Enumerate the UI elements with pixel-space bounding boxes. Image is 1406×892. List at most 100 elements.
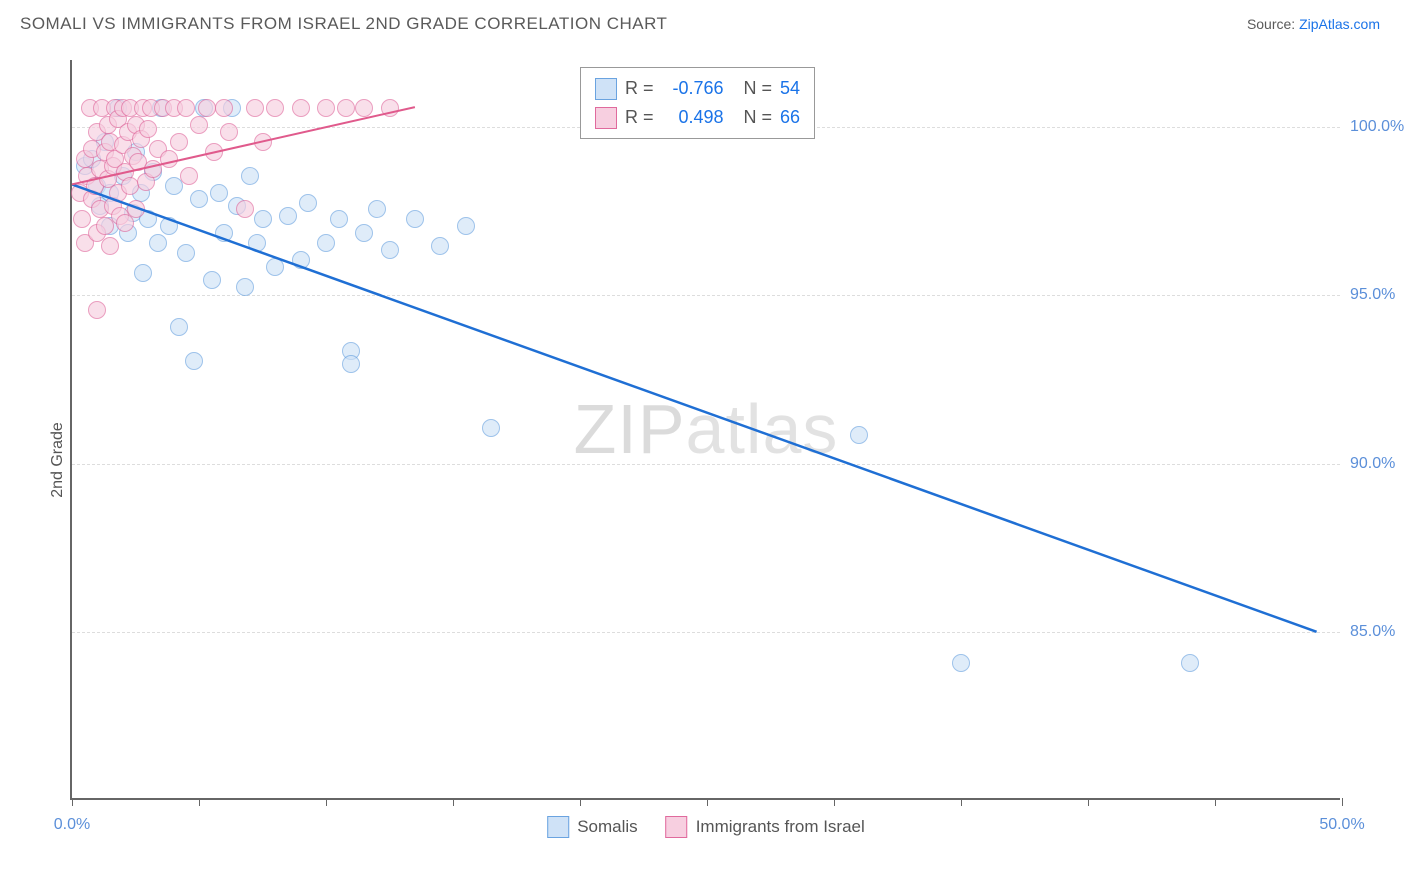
scatter-point (185, 352, 203, 370)
scatter-point (317, 234, 335, 252)
scatter-point (342, 355, 360, 373)
scatter-point (203, 271, 221, 289)
scatter-point (139, 120, 157, 138)
scatter-point (248, 234, 266, 252)
r-value: 0.498 (662, 103, 724, 132)
scatter-point (299, 194, 317, 212)
x-tick (326, 798, 327, 806)
scatter-point (170, 318, 188, 336)
stats-legend-row: R = -0.766 N =54 (595, 74, 800, 103)
y-tick-label: 90.0% (1350, 455, 1406, 473)
chart-header: SOMALI VS IMMIGRANTS FROM ISRAEL 2ND GRA… (0, 0, 1406, 44)
scatter-point (134, 264, 152, 282)
scatter-point (355, 99, 373, 117)
scatter-point (215, 224, 233, 242)
chart-title: SOMALI VS IMMIGRANTS FROM ISRAEL 2ND GRA… (20, 14, 667, 34)
scatter-point (355, 224, 373, 242)
n-label: N = (744, 74, 773, 103)
x-tick (1342, 798, 1343, 806)
y-tick-label: 85.0% (1350, 623, 1406, 641)
scatter-point (254, 210, 272, 228)
scatter-point (266, 99, 284, 117)
scatter-point (406, 210, 424, 228)
source-link[interactable]: ZipAtlas.com (1299, 16, 1380, 32)
scatter-point (1181, 654, 1199, 672)
scatter-point (457, 217, 475, 235)
x-tick-label: 0.0% (54, 816, 90, 834)
x-tick (1215, 798, 1216, 806)
stats-legend: R = -0.766 N =54 R = 0.498 N =66 (580, 67, 815, 139)
x-tick (707, 798, 708, 806)
scatter-point (205, 143, 223, 161)
scatter-point (210, 184, 228, 202)
scatter-point (254, 133, 272, 151)
n-value: 54 (780, 74, 800, 103)
scatter-point (431, 237, 449, 255)
legend-item: Somalis (547, 816, 637, 838)
scatter-point (180, 167, 198, 185)
x-tick (199, 798, 200, 806)
scatter-point (317, 99, 335, 117)
scatter-point (190, 116, 208, 134)
scatter-point (292, 99, 310, 117)
x-tick (453, 798, 454, 806)
scatter-point (236, 278, 254, 296)
scatter-point (330, 210, 348, 228)
stats-legend-row: R = 0.498 N =66 (595, 103, 800, 132)
y-tick-label: 95.0% (1350, 286, 1406, 304)
scatter-point (160, 217, 178, 235)
scatter-point (177, 244, 195, 262)
scatter-point (198, 99, 216, 117)
scatter-point (850, 426, 868, 444)
r-label: R = (625, 74, 654, 103)
scatter-point (266, 258, 284, 276)
watermark-atlas: atlas (686, 390, 839, 468)
series-legend: Somalis Immigrants from Israel (547, 816, 865, 838)
scatter-point (215, 99, 233, 117)
chart-container: 2nd Grade ZIPatlas 85.0%90.0%95.0%100.0%… (20, 50, 1386, 870)
scatter-point (337, 99, 355, 117)
plot-area: ZIPatlas 85.0%90.0%95.0%100.0%0.0%50.0%R… (70, 60, 1340, 800)
scatter-point (220, 123, 238, 141)
x-tick (834, 798, 835, 806)
scatter-point (101, 237, 119, 255)
y-tick-label: 100.0% (1350, 118, 1406, 136)
legend-swatch (547, 816, 569, 838)
scatter-point (160, 150, 178, 168)
legend-swatch (595, 78, 617, 100)
watermark: ZIPatlas (574, 389, 839, 469)
scatter-point (241, 167, 259, 185)
source-attribution: Source: ZipAtlas.com (1247, 16, 1380, 32)
scatter-point (368, 200, 386, 218)
scatter-point (381, 99, 399, 117)
scatter-point (149, 234, 167, 252)
scatter-point (292, 251, 310, 269)
scatter-point (482, 419, 500, 437)
r-value: -0.766 (662, 74, 724, 103)
x-tick (961, 798, 962, 806)
x-tick (1088, 798, 1089, 806)
scatter-point (246, 99, 264, 117)
r-label: R = (625, 103, 654, 132)
n-value: 66 (780, 103, 800, 132)
watermark-zip: ZIP (574, 390, 686, 468)
scatter-point (190, 190, 208, 208)
scatter-point (88, 301, 106, 319)
scatter-point (127, 200, 145, 218)
gridline-h (72, 295, 1340, 296)
legend-item: Immigrants from Israel (666, 816, 865, 838)
n-label: N = (744, 103, 773, 132)
source-prefix: Source: (1247, 16, 1299, 32)
gridline-h (72, 632, 1340, 633)
gridline-h (72, 464, 1340, 465)
scatter-point (279, 207, 297, 225)
scatter-point (177, 99, 195, 117)
legend-swatch (666, 816, 688, 838)
x-tick (72, 798, 73, 806)
legend-label: Immigrants from Israel (696, 817, 865, 837)
scatter-point (170, 133, 188, 151)
scatter-point (952, 654, 970, 672)
legend-label: Somalis (577, 817, 637, 837)
legend-swatch (595, 107, 617, 129)
x-tick-label: 50.0% (1319, 816, 1364, 834)
